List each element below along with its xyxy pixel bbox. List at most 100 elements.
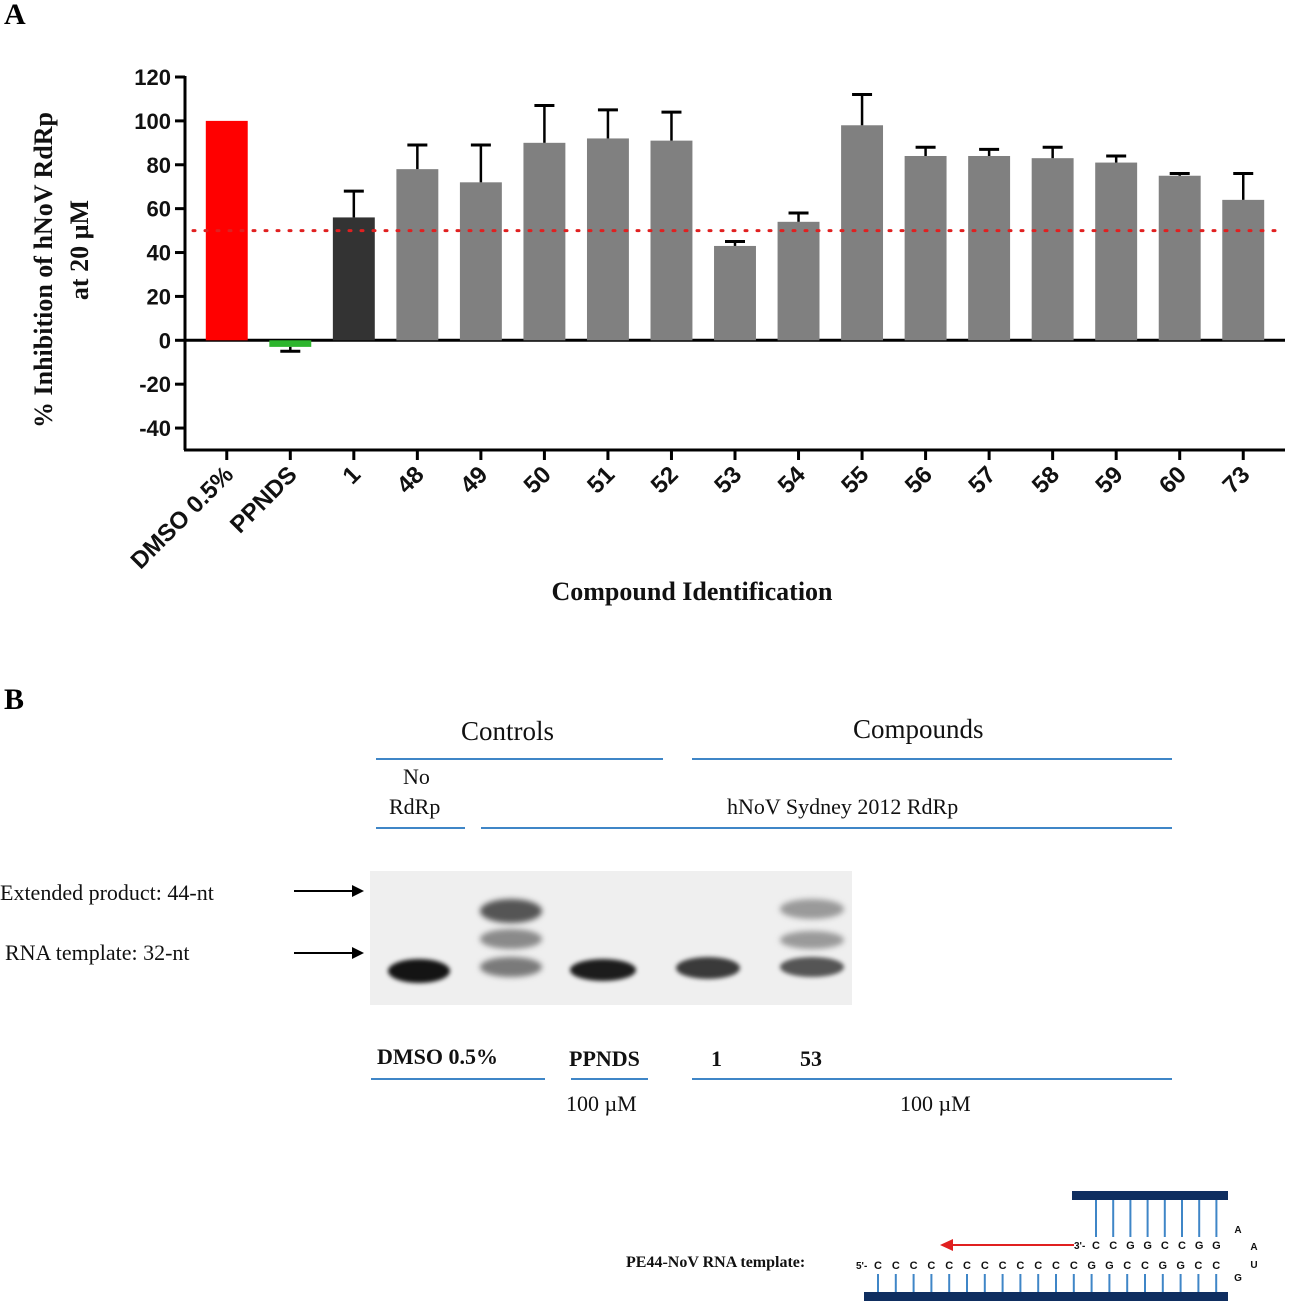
gel-arrows <box>294 885 364 959</box>
bar-60 <box>1158 175 1201 341</box>
bottom-base: C <box>1034 1260 1042 1272</box>
bar-73 <box>1222 199 1265 341</box>
bottom-base: G <box>1105 1260 1114 1272</box>
y-tick-label: 40 <box>147 241 171 266</box>
bottom-base: G <box>1159 1260 1168 1272</box>
bar-ppnds <box>269 340 312 347</box>
controls-header: Controls <box>461 716 555 746</box>
bottom-base: C <box>1141 1260 1149 1272</box>
no-rdrp-line1: No <box>403 764 430 789</box>
band-rdrp-extended <box>480 899 542 923</box>
top-base: C <box>1092 1240 1100 1252</box>
loop-base: A <box>1250 1242 1257 1253</box>
dmso-underline <box>371 1078 545 1080</box>
band-cmpd53-mid <box>780 931 844 949</box>
bottom-base: C <box>1123 1260 1131 1272</box>
x-tick-label: 49 <box>455 461 493 499</box>
bottom-base: C <box>999 1260 1007 1272</box>
ppnds-underline <box>571 1078 648 1080</box>
bar-55 <box>841 125 884 341</box>
bar-57 <box>968 155 1011 341</box>
x-axis-label: Compound Identification <box>552 577 834 606</box>
top-base: C <box>1161 1240 1169 1252</box>
bar-49 <box>459 182 502 341</box>
x-tick-label: 1 <box>338 461 367 490</box>
bottom-base: C <box>874 1260 882 1272</box>
bottom-base: C <box>1212 1260 1220 1272</box>
lane-label-1: 1 <box>711 1046 722 1071</box>
bottom-base: C <box>981 1260 989 1272</box>
bar-chart: % Inhibition of hNoV RdRp at 20 µM 12010… <box>29 65 1287 606</box>
y-axis-label-line1: % Inhibition of hNoV RdRp <box>29 112 58 428</box>
x-tick-label: DMSO 0.5% <box>126 461 239 574</box>
controls-underline <box>376 758 663 760</box>
y-tick-label: 120 <box>134 65 171 90</box>
top-base: G <box>1126 1240 1135 1252</box>
x-tick-label: 54 <box>773 461 811 499</box>
bar-54 <box>777 221 820 341</box>
x-tick-label: 57 <box>963 461 1001 499</box>
y-tick-label: 20 <box>147 284 171 309</box>
top-base: C <box>1109 1240 1117 1252</box>
bottom-base: C <box>1052 1260 1060 1272</box>
bar-50 <box>523 142 566 341</box>
y-tick-label: -40 <box>139 416 171 441</box>
bottom-base: G <box>1176 1260 1185 1272</box>
gel-image <box>370 871 852 1005</box>
lane-label-53: 53 <box>800 1046 822 1071</box>
compounds-header: Compounds <box>853 714 984 744</box>
band-cmpd1-template <box>676 957 740 979</box>
enzyme-label: hNoV Sydney 2012 RdRp <box>727 794 959 819</box>
y-tick-label: 100 <box>134 109 171 134</box>
ppnds-concentration: 100 µM <box>566 1091 637 1116</box>
panel-b-label: B <box>4 683 25 716</box>
top-base: G <box>1143 1240 1152 1252</box>
x-tick-label: 55 <box>836 461 874 499</box>
y-tick-label: 80 <box>147 153 171 178</box>
bar-59 <box>1095 162 1138 341</box>
bottom-base: C <box>927 1260 935 1272</box>
x-tick-label: 56 <box>900 461 938 499</box>
loop-base: A <box>1234 1225 1241 1236</box>
band-cmpd53-template <box>780 957 844 977</box>
three-prime-label: 3'- <box>1074 1241 1085 1252</box>
bottom-base: C <box>910 1260 918 1272</box>
extended-arrow-icon <box>294 885 364 897</box>
band-ppnds-template <box>570 959 636 981</box>
top-base: G <box>1195 1240 1204 1252</box>
bottom-base: G <box>1087 1260 1096 1272</box>
primer-extension-arrow-icon <box>940 1239 1074 1251</box>
y-tick-label: -20 <box>139 372 171 397</box>
bottom-base: C <box>892 1260 900 1272</box>
bar-51 <box>586 138 629 341</box>
y-tick-label: 0 <box>159 328 171 353</box>
x-tick-label: 60 <box>1154 461 1192 499</box>
bar-53 <box>714 245 756 341</box>
y-axis-label: % Inhibition of hNoV RdRp at 20 µM <box>29 112 94 428</box>
band-rdrp-template <box>480 957 542 977</box>
bar-1 <box>332 217 375 341</box>
top-base: C <box>1178 1240 1186 1252</box>
band-rdrp-mid <box>480 929 542 949</box>
no-rdrp-underline <box>376 827 465 829</box>
compounds-underline <box>692 758 1172 760</box>
top-pair-lines <box>1095 1200 1218 1237</box>
top-base: G <box>1212 1240 1221 1252</box>
y-tick-label: 60 <box>147 197 171 222</box>
bottom-base: C <box>1070 1260 1078 1272</box>
bar-52 <box>650 140 693 341</box>
lane-label-ppnds: PPNDS <box>569 1046 640 1071</box>
bottom-base: C <box>1194 1260 1202 1272</box>
panel-a-label: A <box>4 0 26 31</box>
x-tick-label: 51 <box>582 461 620 499</box>
enzyme-underline <box>481 827 1172 829</box>
x-tick-label: 50 <box>519 461 557 499</box>
schematic-label: PE44-NoV RNA template: <box>626 1254 805 1271</box>
bar-56 <box>904 155 947 341</box>
lane-label-dmso: DMSO 0.5% <box>377 1044 498 1069</box>
x-tick-label: 58 <box>1027 461 1065 499</box>
x-tick-label: PPNDS <box>225 461 303 539</box>
